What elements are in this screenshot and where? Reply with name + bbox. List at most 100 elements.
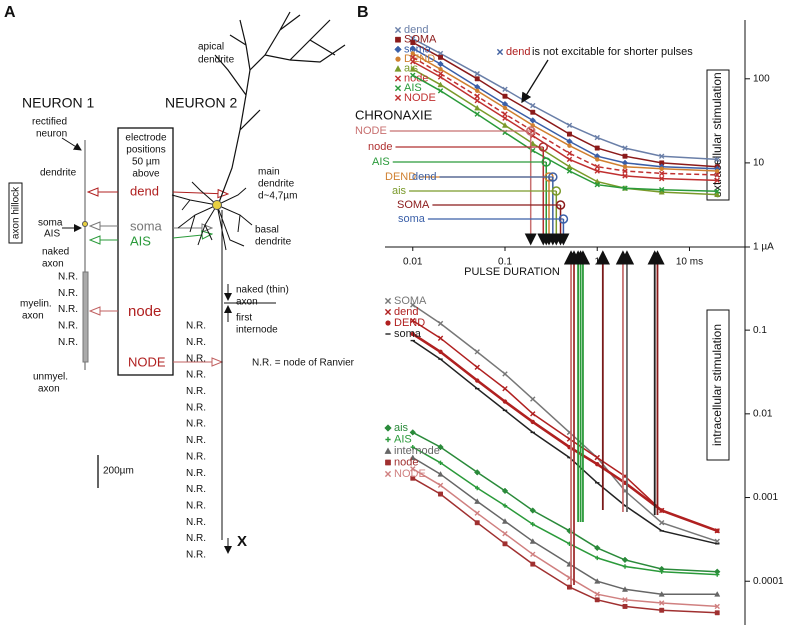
data-point	[438, 67, 443, 72]
y-tick-label: 1 µA	[753, 242, 774, 253]
data-point	[594, 168, 600, 174]
data-point	[659, 508, 664, 513]
data-point	[622, 164, 628, 169]
data-point	[410, 466, 416, 472]
label: node	[128, 303, 161, 320]
data-point	[410, 54, 416, 61]
label: N.R. = node of Ranvier	[252, 358, 355, 369]
legend-label: AIS	[394, 433, 412, 445]
label: N.R.	[186, 468, 206, 479]
annotation: dend	[506, 46, 530, 58]
data-point	[437, 81, 444, 88]
data-point	[502, 503, 508, 508]
data-point	[474, 469, 481, 476]
series-line	[412, 47, 718, 170]
legend-marker	[395, 36, 401, 43]
label: N.R.	[186, 500, 206, 511]
legend-marker	[385, 436, 391, 443]
label: above	[132, 169, 160, 180]
title-box	[706, 69, 730, 201]
x-tick-label: 0.01	[403, 257, 423, 268]
data-point	[437, 70, 444, 77]
label: unmyel.	[33, 372, 68, 383]
label: A	[4, 4, 16, 21]
legend-label: SOMA	[394, 295, 427, 307]
y-tick-label: 0.0001	[753, 576, 784, 587]
data-point	[437, 320, 444, 327]
label: rectified	[32, 117, 67, 128]
data-point	[410, 40, 416, 45]
x-tick-label: 10 ms	[676, 257, 703, 268]
label: N.R.	[58, 272, 78, 283]
data-point	[659, 600, 665, 606]
label: neuron	[36, 129, 67, 140]
legend-marker	[394, 75, 402, 82]
label: axon	[42, 259, 64, 270]
data-point	[658, 591, 665, 597]
data-point	[622, 603, 628, 609]
data-point	[715, 528, 720, 534]
data-point	[622, 168, 628, 174]
label: AIS	[130, 233, 151, 248]
data-point	[530, 102, 536, 109]
y-tick-label: 100	[753, 73, 770, 84]
data-point	[502, 93, 508, 99]
chart-title: intracellular stimulation	[710, 324, 724, 446]
label: apical	[198, 42, 224, 53]
label: soma	[130, 218, 163, 233]
legend-label: SOMA	[404, 34, 437, 46]
label: axon	[22, 311, 44, 322]
data-point	[594, 134, 600, 141]
annotation-marker	[496, 48, 504, 56]
series-line	[412, 431, 718, 573]
label: NEURON 2	[165, 95, 238, 111]
data-point	[501, 122, 509, 128]
chronaxie-item: DEND	[385, 171, 416, 183]
label: dend	[130, 183, 159, 198]
data-point	[474, 510, 480, 516]
label: 50 µm	[132, 157, 160, 168]
label: N.R.	[186, 337, 206, 348]
data-point	[530, 551, 536, 557]
annotation-arrow	[521, 59, 549, 104]
label: 200µm	[103, 466, 134, 477]
data-point	[474, 111, 480, 117]
legend-label: NODE	[394, 468, 426, 480]
annotation: is not excitable for shorter pulses	[532, 46, 693, 58]
label: N.R.	[186, 517, 206, 528]
legend-marker	[384, 297, 392, 305]
label: first	[236, 313, 252, 324]
label: basal	[255, 225, 279, 236]
chronaxie-item: NODE	[355, 125, 387, 137]
legend-marker	[394, 85, 402, 92]
data-point	[474, 498, 481, 504]
label: axon	[236, 297, 258, 308]
label: N.R.	[58, 337, 78, 348]
title-box	[706, 309, 730, 461]
data-point	[714, 591, 721, 597]
data-point	[714, 177, 720, 184]
series-line	[412, 74, 718, 193]
data-point	[622, 597, 628, 603]
legend-label: AIS	[404, 82, 422, 94]
data-point	[438, 54, 443, 60]
data-point	[410, 51, 415, 56]
label: myelin.	[20, 299, 52, 310]
data-point	[410, 302, 416, 308]
pointer	[61, 137, 82, 151]
electrode-arrow	[172, 234, 212, 238]
data-point	[659, 607, 665, 613]
data-point	[622, 564, 628, 569]
data-point	[529, 507, 536, 514]
data-point	[529, 538, 536, 544]
data-point	[474, 93, 480, 99]
data-point	[659, 153, 665, 159]
legend-marker	[395, 56, 401, 62]
legend-label: node	[394, 456, 418, 468]
legend-marker	[394, 45, 402, 54]
label: axon hillock	[11, 186, 22, 239]
data-point	[502, 399, 508, 404]
legend-marker	[385, 320, 391, 326]
data-point	[714, 603, 720, 610]
label: internode	[236, 325, 278, 336]
